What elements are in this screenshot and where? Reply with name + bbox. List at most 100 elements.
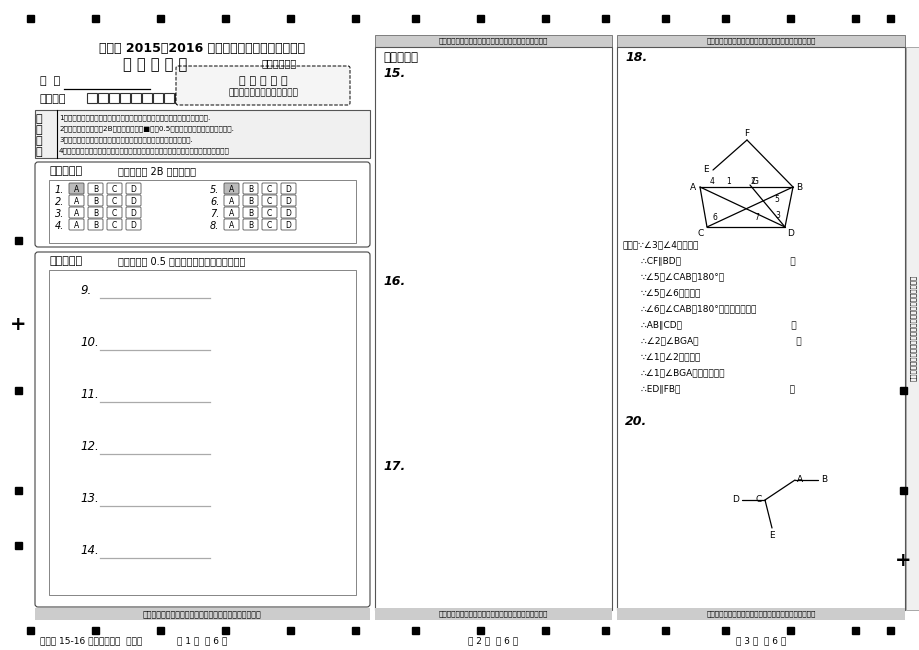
FancyBboxPatch shape	[223, 219, 239, 230]
Text: C: C	[267, 221, 272, 230]
Bar	[476, 15, 483, 22]
Text: C: C	[698, 229, 703, 237]
FancyBboxPatch shape	[262, 183, 277, 194]
Text: 第 2 页  共 6 页: 第 2 页 共 6 页	[468, 636, 517, 645]
Text: 自贡市 15-16 下期七数统考  答题卡: 自贡市 15-16 下期七数统考 答题卡	[40, 636, 142, 645]
Text: 第 3 页  共 6 页: 第 3 页 共 6 页	[735, 636, 785, 645]
Text: 15.: 15.	[382, 67, 404, 80]
Bar	[721, 627, 728, 634]
Text: 姓  名: 姓 名	[40, 76, 60, 86]
FancyBboxPatch shape	[262, 195, 277, 206]
Bar	[476, 627, 483, 634]
FancyBboxPatch shape	[35, 252, 369, 607]
Text: 8.: 8.	[210, 221, 219, 231]
Bar	[662, 15, 668, 22]
Text: D: D	[130, 209, 136, 218]
Text: E: E	[768, 530, 774, 540]
Text: 1: 1	[726, 177, 731, 187]
Text: 5: 5	[774, 196, 778, 205]
FancyBboxPatch shape	[69, 195, 84, 206]
Text: A: A	[74, 185, 79, 194]
Text: 1.: 1.	[55, 185, 64, 195]
FancyBboxPatch shape	[88, 195, 103, 206]
Bar	[721, 15, 728, 22]
Bar	[412, 627, 418, 634]
Text: 12.: 12.	[80, 440, 98, 453]
FancyBboxPatch shape	[176, 66, 349, 105]
Bar	[287, 627, 294, 634]
Text: E: E	[702, 166, 708, 174]
Bar	[27, 15, 34, 22]
Text: B: B	[247, 197, 253, 206]
Text: 一、选择题: 一、选择题	[50, 166, 83, 176]
Bar	[601, 627, 608, 634]
Text: 设计：郑宗平: 设计：郑宗平	[262, 58, 297, 68]
Text: ∴∠1＝∠BGA（等量代换）: ∴∠1＝∠BGA（等量代换）	[641, 368, 725, 377]
Bar	[352, 15, 358, 22]
Bar	[153, 93, 163, 103]
Bar	[157, 15, 164, 22]
Text: ∴CF∥BD（                                      ）: ∴CF∥BD（ ）	[641, 256, 795, 265]
Text: B: B	[820, 476, 826, 484]
Text: 4．保持答卷清洁、完整，严禁折叠，严禁在答题卡作任何标记，不使用涂改液和修正带: 4．保持答卷清洁、完整，严禁折叠，严禁在答题卡作任何标记，不使用涂改液和修正带	[59, 147, 230, 153]
Text: 2.: 2.	[55, 197, 64, 207]
FancyBboxPatch shape	[280, 207, 296, 218]
Bar	[899, 387, 906, 394]
Bar	[851, 627, 858, 634]
Text: C: C	[112, 221, 117, 230]
Text: 准考证号: 准考证号	[40, 94, 66, 104]
Bar	[541, 15, 549, 22]
FancyBboxPatch shape	[69, 207, 84, 218]
FancyBboxPatch shape	[243, 207, 257, 218]
Bar	[27, 627, 34, 634]
Bar	[886, 627, 893, 634]
Text: D: D	[285, 197, 291, 206]
Bar	[375, 47, 611, 610]
FancyBboxPatch shape	[35, 162, 369, 247]
Text: 请在各题目的答题区域内作答，超出答题区域的答案无效: 请在各题目的答题区域内作答，超出答题区域的答案无效	[706, 37, 815, 44]
Text: B: B	[93, 221, 98, 230]
Text: 9.: 9.	[80, 284, 91, 297]
Text: D: D	[285, 185, 291, 194]
Bar	[352, 627, 358, 634]
FancyBboxPatch shape	[107, 195, 122, 206]
Text: D: D	[285, 209, 291, 218]
Bar	[905, 47, 919, 610]
Text: A: A	[74, 221, 79, 230]
Text: B: B	[795, 183, 801, 192]
Text: 自贡市 2015～2016 学年七年级下学期期末统一考: 自贡市 2015～2016 学年七年级下学期期末统一考	[99, 42, 305, 55]
Bar	[15, 542, 22, 549]
Bar	[375, 35, 611, 47]
Text: 16.: 16.	[382, 275, 404, 288]
Text: 3: 3	[775, 211, 779, 220]
Text: C: C	[112, 185, 117, 194]
Text: 11.: 11.	[80, 388, 98, 401]
Text: ∵∠5＝∠6（已知）: ∵∠5＝∠6（已知）	[641, 288, 700, 297]
Text: A: A	[74, 197, 79, 206]
Text: F: F	[743, 129, 749, 138]
Text: 2．答题时，必须使用2B铅笔填涂选择题■；用0.5毫米黑色墨水签字笔书写和作图.: 2．答题时，必须使用2B铅笔填涂选择题■；用0.5毫米黑色墨水签字笔书写和作图.	[59, 125, 233, 131]
Text: 7.: 7.	[210, 209, 219, 219]
Bar	[221, 15, 229, 22]
Text: A: A	[689, 183, 696, 192]
Text: 请在各题目的答题区域内作答，超出答题区域的答案无效: 请在各题目的答题区域内作答，超出答题区域的答案无效	[437, 37, 547, 44]
Bar	[35, 110, 369, 158]
Bar	[617, 35, 904, 47]
Text: A: A	[796, 476, 802, 484]
FancyBboxPatch shape	[126, 219, 141, 230]
Text: ∴ED∥FB（                                      ）: ∴ED∥FB（ ）	[641, 384, 794, 393]
Text: 14.: 14.	[80, 544, 98, 557]
Text: +: +	[10, 315, 27, 335]
Text: A: A	[229, 185, 233, 194]
Text: 证明：∵∠3＝∠4（已知）: 证明：∵∠3＝∠4（已知）	[622, 240, 698, 249]
Text: 3．严格按题号所标示的区域内作答，超出答题区域书写的答案无效.: 3．严格按题号所标示的区域内作答，超出答题区域书写的答案无效.	[59, 136, 193, 142]
Text: 请在各题目的答题区域内作答，超出答题区域的答案无效: 请在各题目的答题区域内作答，超出答题区域的答案无效	[437, 610, 547, 617]
Text: 17.: 17.	[382, 460, 404, 473]
Text: B: B	[93, 197, 98, 206]
Text: 意: 意	[36, 125, 42, 135]
Bar	[98, 93, 108, 103]
Text: 18.: 18.	[624, 51, 647, 64]
Text: 二、填空题: 二、填空题	[50, 256, 83, 266]
Text: C: C	[267, 197, 272, 206]
Bar	[49, 180, 356, 243]
